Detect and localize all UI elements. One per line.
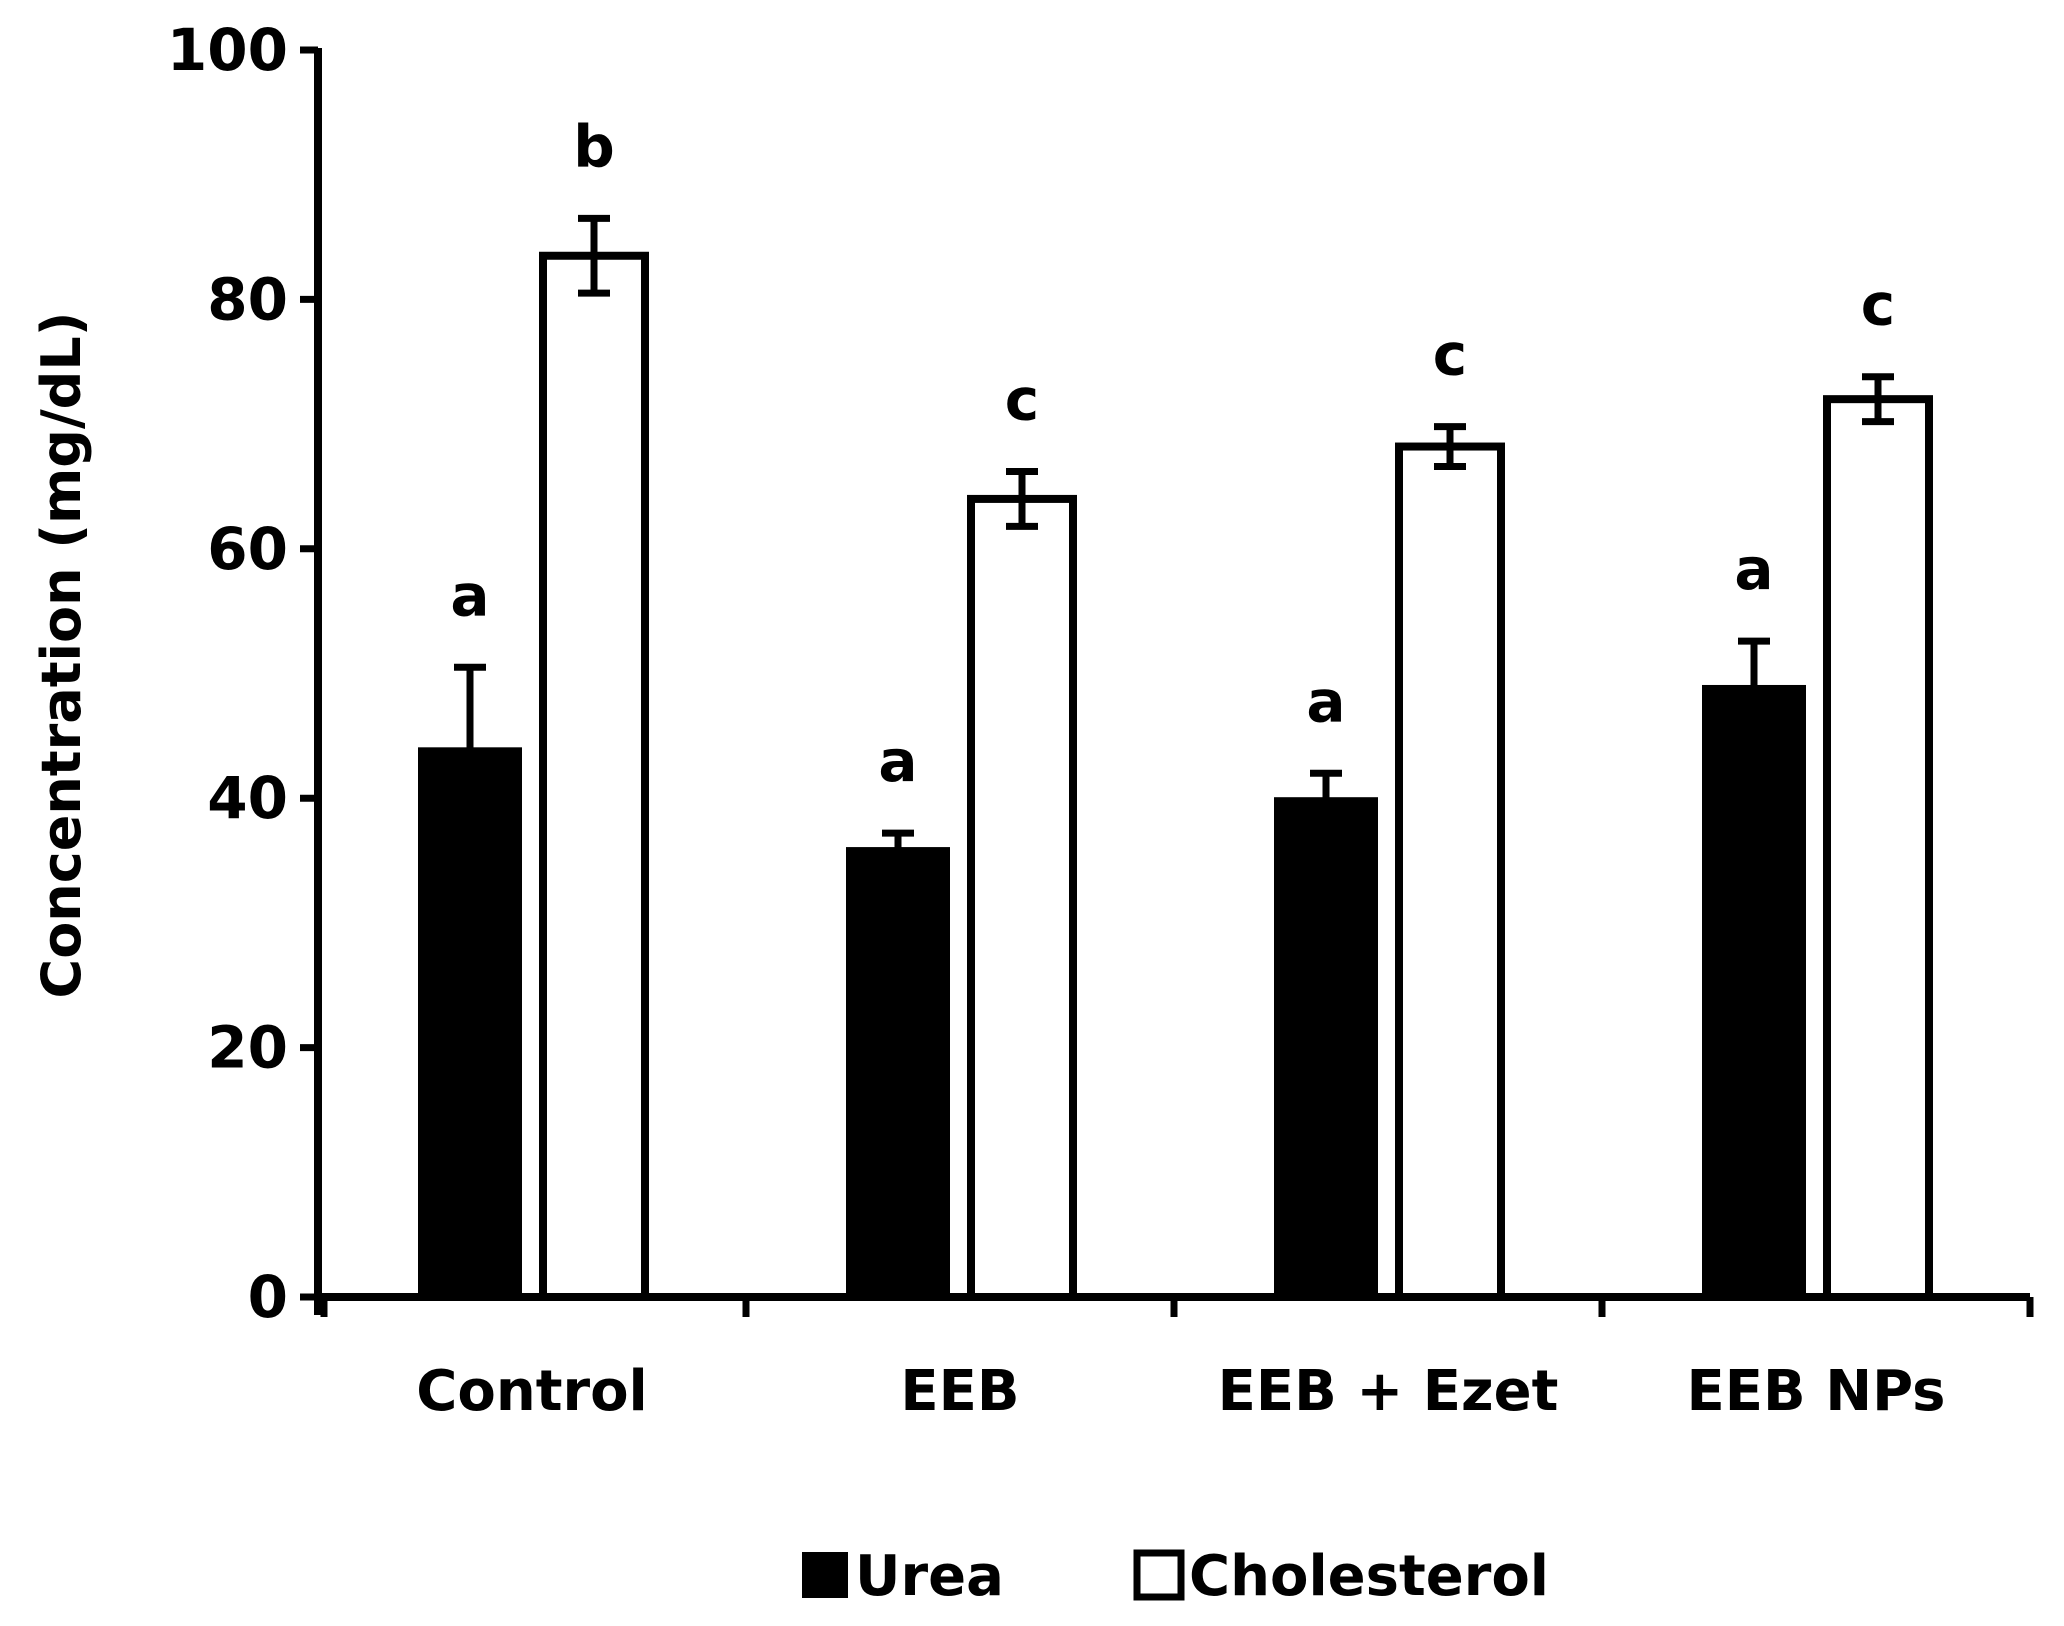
significance-label: b bbox=[573, 112, 615, 180]
significance-label: a bbox=[878, 727, 917, 795]
legend-label-cholesterol: Cholesterol bbox=[1189, 1544, 1549, 1609]
y-tick-label: 60 bbox=[207, 515, 288, 583]
significance-label: c bbox=[1005, 365, 1039, 433]
urea-bar bbox=[1702, 684, 1806, 1298]
y-axis-title: Concentration (mg/dL) bbox=[30, 312, 93, 999]
x-category-label: EEB + Ezet bbox=[1218, 1359, 1559, 1424]
cholesterol-bar bbox=[967, 494, 1077, 1302]
y-tick-label: 40 bbox=[207, 764, 288, 832]
x-category-label: Control bbox=[416, 1359, 648, 1424]
y-axis: 0 20 40 60 80 100 bbox=[167, 16, 322, 1331]
x-category-label: EEB bbox=[900, 1359, 1019, 1424]
significance-label: a bbox=[1734, 535, 1773, 603]
significance-labels: a a a a b c c c bbox=[450, 112, 1895, 795]
legend-label-urea: Urea bbox=[855, 1544, 1004, 1609]
y-tick-label: 100 bbox=[167, 16, 288, 84]
urea-bar bbox=[1274, 797, 1378, 1298]
significance-label: a bbox=[1306, 667, 1345, 735]
cholesterol-bar bbox=[539, 251, 649, 1301]
legend: Urea Cholesterol bbox=[802, 1544, 1549, 1609]
y-tick-label: 80 bbox=[207, 265, 288, 333]
x-category-label: EEB NPs bbox=[1687, 1359, 1946, 1424]
legend-swatch-urea bbox=[802, 1552, 848, 1598]
cholesterol-bar bbox=[1823, 395, 1933, 1302]
y-tick-label: 20 bbox=[207, 1014, 288, 1082]
significance-label: c bbox=[1861, 271, 1895, 339]
y-tick-label: 0 bbox=[248, 1263, 288, 1331]
urea-bar bbox=[418, 747, 522, 1298]
significance-label: c bbox=[1433, 321, 1467, 389]
legend-swatch-cholesterol bbox=[1133, 1549, 1185, 1601]
x-axis: Control EEB EEB + Ezet EEB NPs bbox=[314, 1293, 2034, 1424]
urea-bar bbox=[846, 847, 950, 1299]
cholesterol-bar bbox=[1395, 442, 1505, 1301]
bars bbox=[418, 214, 1933, 1302]
significance-label: a bbox=[450, 561, 489, 629]
